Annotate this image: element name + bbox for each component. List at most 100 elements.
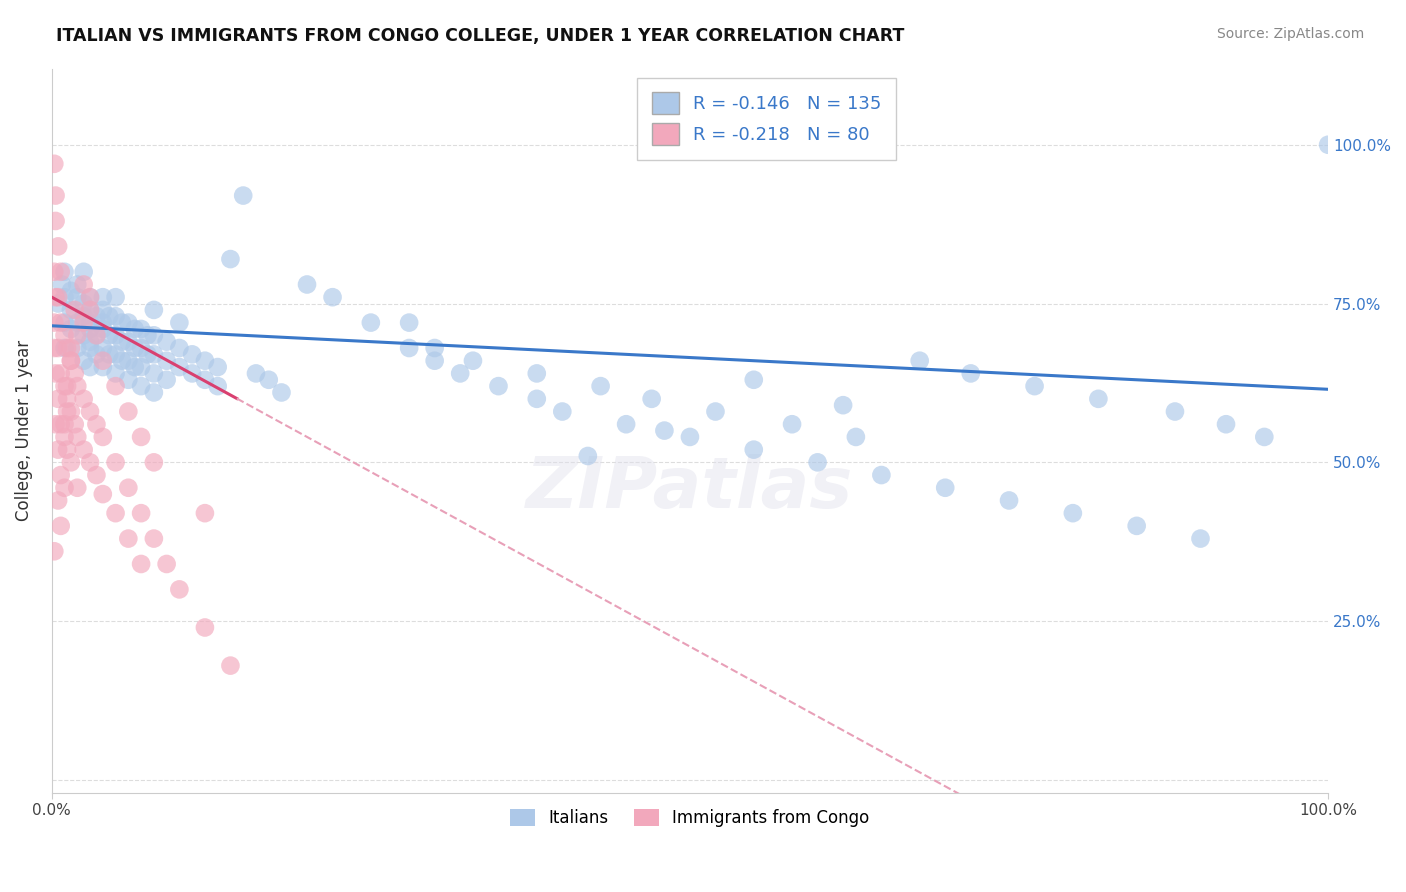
Point — [232, 188, 254, 202]
Point — [63, 302, 86, 317]
Point — [86, 328, 108, 343]
Point — [194, 506, 217, 520]
Point — [181, 367, 204, 381]
Point — [44, 157, 66, 171]
Point — [73, 316, 96, 330]
Point — [73, 265, 96, 279]
Point — [63, 417, 86, 432]
Point — [91, 302, 114, 317]
Point — [66, 341, 89, 355]
Point — [79, 360, 101, 375]
Point — [44, 544, 66, 558]
Point — [53, 328, 76, 343]
Point — [129, 360, 152, 375]
Point — [129, 557, 152, 571]
Legend: Italians, Immigrants from Congo: Italians, Immigrants from Congo — [502, 800, 877, 835]
Point — [111, 334, 134, 349]
Point — [117, 532, 139, 546]
Point — [59, 353, 82, 368]
Point — [398, 316, 420, 330]
Point — [423, 353, 446, 368]
Point — [59, 455, 82, 469]
Point — [169, 341, 191, 355]
Point — [194, 373, 217, 387]
Point — [66, 430, 89, 444]
Point — [245, 367, 267, 381]
Point — [104, 506, 127, 520]
Point — [53, 290, 76, 304]
Point — [104, 379, 127, 393]
Point — [91, 430, 114, 444]
Point — [79, 290, 101, 304]
Point — [86, 310, 108, 324]
Point — [46, 296, 69, 310]
Point — [129, 322, 152, 336]
Point — [73, 392, 96, 406]
Point — [526, 392, 548, 406]
Point — [129, 341, 152, 355]
Point — [142, 367, 165, 381]
Point — [104, 347, 127, 361]
Point — [104, 367, 127, 381]
Point — [86, 328, 108, 343]
Point — [56, 379, 79, 393]
Point — [91, 360, 114, 375]
Point — [45, 417, 67, 432]
Point — [66, 379, 89, 393]
Point — [806, 455, 828, 469]
Point — [488, 379, 510, 393]
Point — [526, 367, 548, 381]
Point — [91, 322, 114, 336]
Point — [104, 455, 127, 469]
Point — [1024, 379, 1046, 393]
Point — [49, 417, 72, 432]
Point — [959, 367, 981, 381]
Point — [398, 341, 420, 355]
Point — [59, 341, 82, 355]
Point — [104, 310, 127, 324]
Point — [63, 367, 86, 381]
Point — [181, 347, 204, 361]
Point — [73, 296, 96, 310]
Point — [142, 347, 165, 361]
Point — [53, 430, 76, 444]
Point — [46, 493, 69, 508]
Point — [79, 334, 101, 349]
Point — [870, 468, 893, 483]
Point — [742, 373, 765, 387]
Point — [551, 404, 574, 418]
Point — [44, 316, 66, 330]
Point — [1317, 137, 1340, 152]
Point — [98, 310, 121, 324]
Point — [1215, 417, 1237, 432]
Point — [66, 316, 89, 330]
Point — [59, 322, 82, 336]
Point — [53, 341, 76, 355]
Point — [142, 328, 165, 343]
Point — [91, 487, 114, 501]
Point — [86, 417, 108, 432]
Point — [73, 277, 96, 292]
Point — [704, 404, 727, 418]
Point — [66, 328, 89, 343]
Text: ZIPatlas: ZIPatlas — [526, 454, 853, 523]
Point — [46, 239, 69, 253]
Point — [461, 353, 484, 368]
Point — [73, 442, 96, 457]
Point — [845, 430, 868, 444]
Point — [51, 277, 73, 292]
Point — [1164, 404, 1187, 418]
Point — [169, 360, 191, 375]
Point — [1125, 519, 1147, 533]
Point — [79, 322, 101, 336]
Point — [142, 302, 165, 317]
Point — [360, 316, 382, 330]
Point — [322, 290, 344, 304]
Point — [104, 290, 127, 304]
Point — [1062, 506, 1084, 520]
Point — [129, 430, 152, 444]
Point — [79, 302, 101, 317]
Point — [257, 373, 280, 387]
Point — [124, 322, 146, 336]
Point — [53, 379, 76, 393]
